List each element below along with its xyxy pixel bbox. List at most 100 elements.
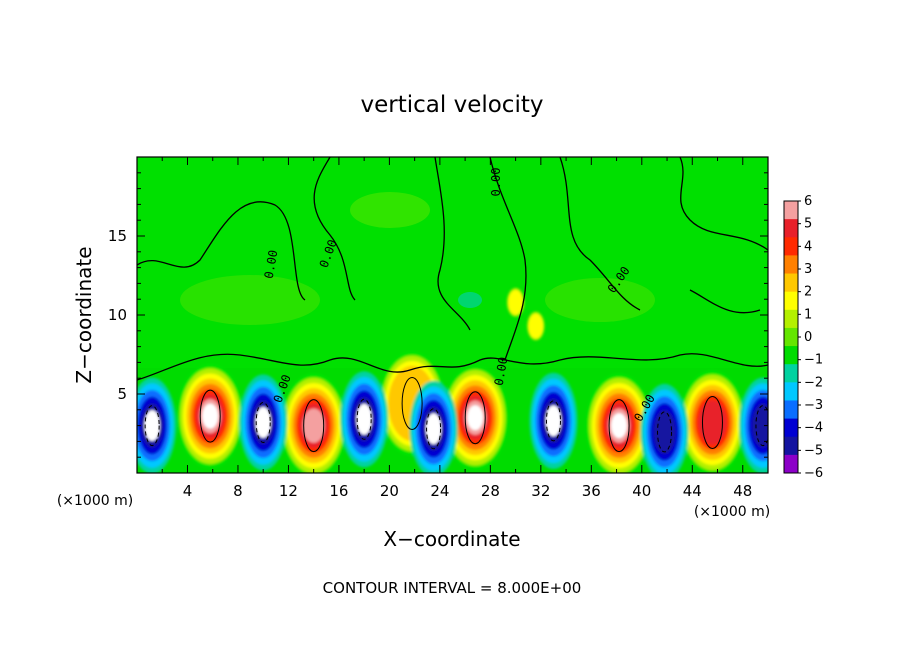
negative-contour — [356, 398, 372, 440]
y-tick-label: 15 — [108, 227, 127, 245]
contour-interval-note: CONTOUR INTERVAL = 8.000E+00 — [323, 579, 582, 597]
downdraft-cell — [340, 371, 389, 468]
y-axis-label: Z−coordinate — [72, 246, 96, 383]
downdraft-cell — [137, 377, 177, 473]
updraft-cell — [280, 373, 347, 473]
colorbar: 6 5 4 3 2 1 0 −1 −2 −3 −4 −5 −6 — [783, 194, 823, 481]
colorbar-swatch — [784, 291, 798, 311]
x-tick-label: 28 — [481, 482, 500, 500]
updraft-ring — [528, 313, 544, 339]
colorbar-label: −1 — [804, 353, 823, 368]
updraft-ring — [302, 408, 325, 443]
inner-contour — [701, 395, 723, 449]
colorbar-swatch — [784, 436, 798, 456]
downdraft-ring — [425, 413, 442, 445]
updraft-cell — [526, 311, 545, 342]
downdraft-ring — [356, 403, 372, 435]
colorbar-swatch — [784, 201, 798, 220]
downdraft-ring — [545, 405, 562, 437]
colorbar-swatch — [784, 255, 798, 275]
colorbar-label: −3 — [804, 398, 823, 413]
weak-updraft-patch — [545, 278, 655, 322]
colorbar-label: 0 — [804, 330, 812, 345]
colorbar-label: −4 — [804, 421, 823, 436]
updraft-ring — [698, 400, 727, 445]
colorbar-swatch — [784, 273, 798, 293]
updraft-ring — [467, 405, 484, 431]
negative-contour — [545, 400, 561, 442]
downdraft-cell — [409, 380, 458, 473]
colorbar-swatch — [784, 346, 798, 365]
y-tick-label: 10 — [108, 306, 127, 324]
zero-contour — [313, 157, 356, 301]
x-tick-label: 8 — [233, 482, 243, 500]
colorbar-swatch — [784, 309, 798, 329]
updraft-ring — [202, 403, 219, 429]
downdraft-cell — [239, 374, 288, 471]
inner-contour — [608, 399, 630, 453]
updraft-ring — [611, 413, 628, 439]
colorbar-label: −6 — [804, 466, 823, 481]
colorbar-swatch — [784, 382, 798, 401]
x-tick-label: 40 — [632, 482, 651, 500]
colorbar-swatch — [784, 454, 798, 474]
zero-contour — [137, 353, 768, 381]
chart-title: vertical velocity — [361, 92, 544, 118]
x-tick-label: 20 — [380, 482, 399, 500]
contour-label: 0.00 — [262, 249, 281, 280]
weak-updraft-patch — [350, 192, 430, 228]
updraft-cell — [506, 287, 525, 318]
contour-label: 0.00 — [489, 168, 503, 197]
updraft-ring — [508, 290, 523, 315]
colorbar-swatch — [784, 400, 798, 420]
colorbar-swatch — [784, 237, 798, 256]
x-tick-label: 12 — [279, 482, 298, 500]
colorbar-swatch — [784, 219, 798, 238]
colorbar-swatch — [784, 418, 798, 438]
contour-label: 0.00 — [492, 356, 511, 387]
zero-contour — [489, 157, 527, 361]
plot-area: 0.00 0.000.000.000.000.000.00 — [137, 157, 768, 473]
x-unit-left: (×1000 m) — [57, 493, 133, 509]
colorbar-swatch — [784, 327, 798, 347]
x-tick-label: 44 — [683, 482, 702, 500]
y-tick-label: 5 — [117, 385, 127, 403]
colorbar-label: 6 — [804, 194, 812, 209]
downdraft-ring — [144, 410, 160, 441]
inner-contour — [401, 376, 423, 430]
negative-contour — [755, 405, 768, 447]
downdraft-ring — [751, 403, 768, 448]
downdraft-cell — [529, 372, 578, 469]
colorbar-label: 4 — [804, 239, 812, 254]
updraft-cell — [586, 373, 653, 473]
colorbar-label: 1 — [804, 307, 812, 322]
downdraft-ring — [255, 407, 271, 438]
downdraft-cell — [738, 377, 768, 473]
negative-contour — [657, 411, 673, 453]
x-unit-right: (×1000 m) — [694, 504, 770, 520]
weak-downdraft-patch — [458, 292, 482, 308]
x-tick-label: 32 — [531, 482, 550, 500]
x-tick-label: 48 — [733, 482, 752, 500]
zero-contour — [434, 157, 471, 331]
colorbar-label: −2 — [804, 375, 823, 390]
x-axis-label: X−coordinate — [383, 527, 520, 551]
x-tick-label: 4 — [183, 482, 193, 500]
x-tick-label: 16 — [329, 482, 348, 500]
updraft-cell — [679, 370, 746, 473]
colorbar-label: 2 — [804, 285, 812, 300]
zero-contour — [559, 157, 641, 311]
x-axis: 4 8 12 16 20 24 28 32 36 40 44 48 — [161, 157, 752, 500]
negative-contour — [426, 408, 442, 450]
inner-contour — [464, 391, 486, 445]
negative-contour — [255, 401, 271, 443]
inner-contour — [199, 389, 221, 443]
x-tick-label: 36 — [582, 482, 601, 500]
colorbar-label: 5 — [804, 217, 812, 232]
y-axis: 5 10 15 — [108, 172, 768, 458]
colorbar-label: −5 — [804, 443, 823, 458]
colorbar-label: 3 — [804, 262, 812, 277]
inner-contour — [303, 399, 325, 453]
x-tick-label: 24 — [430, 482, 449, 500]
